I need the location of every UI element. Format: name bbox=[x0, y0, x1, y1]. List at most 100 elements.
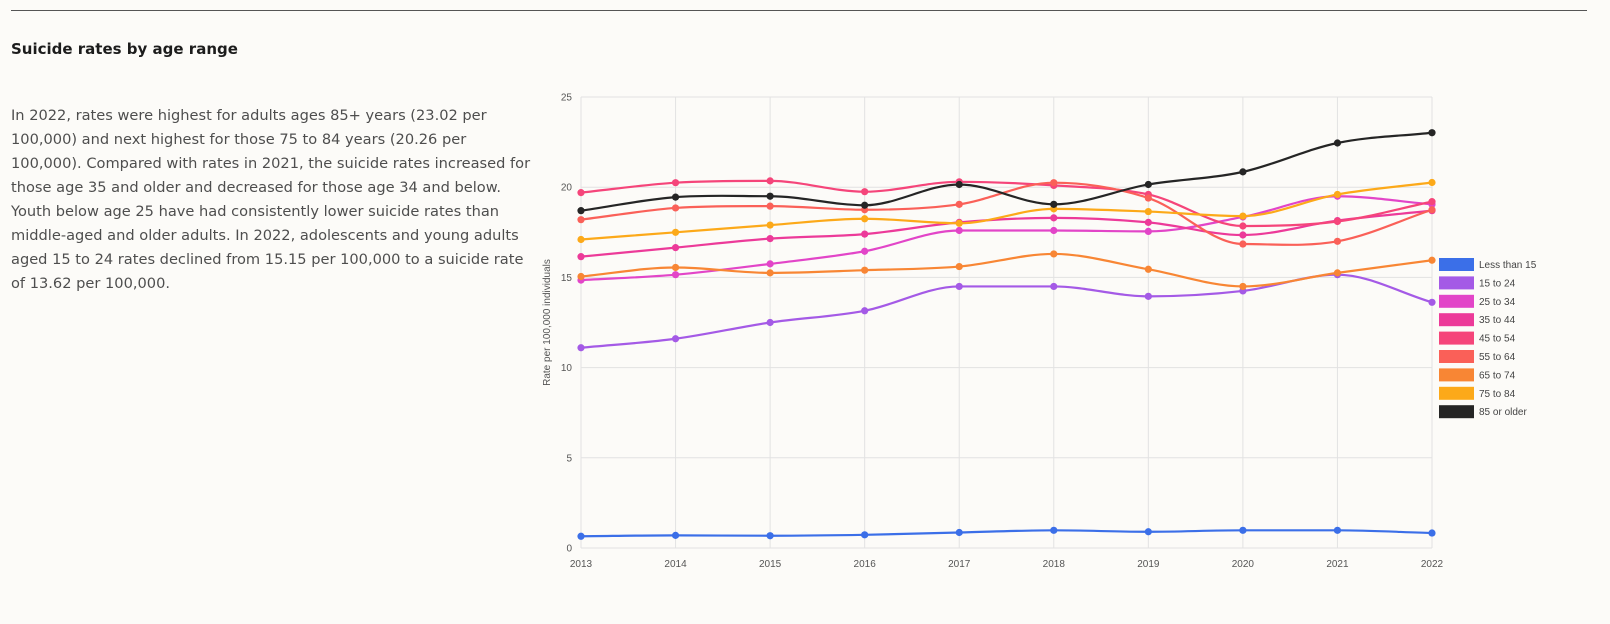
data-point bbox=[1050, 214, 1057, 221]
data-point bbox=[1428, 206, 1435, 213]
legend-item[interactable]: 15 to 24 bbox=[1439, 276, 1516, 289]
data-point bbox=[861, 531, 868, 538]
data-point bbox=[861, 248, 868, 255]
data-point bbox=[1239, 283, 1246, 290]
y-tick-label: 15 bbox=[561, 273, 573, 284]
series-15-to-24 bbox=[577, 271, 1435, 351]
legend-label: 85 or older bbox=[1479, 407, 1527, 418]
data-point bbox=[861, 215, 868, 222]
chart-series bbox=[577, 129, 1435, 540]
series-line bbox=[581, 196, 1432, 280]
summary-paragraph: In 2022, rates were highest for adults a… bbox=[11, 104, 531, 296]
series-55-to-64 bbox=[577, 179, 1435, 248]
data-point bbox=[1334, 238, 1341, 245]
y-axis-title: Rate per 100,000 individuals bbox=[542, 259, 553, 386]
legend-swatch bbox=[1439, 368, 1474, 381]
x-tick-label: 2021 bbox=[1326, 559, 1349, 570]
legend-swatch bbox=[1439, 258, 1474, 271]
legend-label: 65 to 74 bbox=[1479, 370, 1516, 381]
data-point bbox=[1050, 527, 1057, 534]
series-65-to-74 bbox=[577, 250, 1435, 290]
data-point bbox=[1428, 529, 1435, 536]
legend-swatch bbox=[1439, 313, 1474, 326]
series-45-to-54 bbox=[577, 177, 1435, 229]
legend-swatch bbox=[1439, 350, 1474, 363]
legend-item[interactable]: 35 to 44 bbox=[1439, 313, 1516, 326]
x-tick-label: 2020 bbox=[1232, 559, 1255, 570]
chart-axes: Rate per 100,000 individuals 2013 2014 201… bbox=[542, 93, 1444, 571]
data-point bbox=[1050, 283, 1057, 290]
data-point bbox=[1145, 208, 1152, 215]
data-point bbox=[861, 231, 868, 238]
data-point bbox=[767, 177, 774, 184]
data-point bbox=[1145, 181, 1152, 188]
data-point bbox=[1334, 139, 1341, 146]
legend-item[interactable]: 25 to 34 bbox=[1439, 295, 1516, 308]
data-point bbox=[577, 253, 584, 260]
x-tick-label: 2013 bbox=[570, 559, 593, 570]
line-chart: Rate per 100,000 individuals 2013 2014 201… bbox=[540, 80, 1550, 590]
data-point bbox=[861, 202, 868, 209]
data-point bbox=[577, 273, 584, 280]
legend-item[interactable]: 65 to 74 bbox=[1439, 368, 1516, 381]
data-point bbox=[1239, 222, 1246, 229]
series-line bbox=[581, 183, 1432, 245]
data-point bbox=[1428, 179, 1435, 186]
data-point bbox=[767, 235, 774, 242]
data-point bbox=[672, 532, 679, 539]
data-point bbox=[1334, 218, 1341, 225]
x-tick-label: 2016 bbox=[854, 559, 877, 570]
data-point bbox=[1145, 228, 1152, 235]
series-75-to-84 bbox=[577, 179, 1435, 243]
x-tick-label: 2014 bbox=[664, 559, 687, 570]
data-point bbox=[1239, 168, 1246, 175]
data-point bbox=[1334, 269, 1341, 276]
data-point bbox=[767, 203, 774, 210]
data-point bbox=[1428, 198, 1435, 205]
legend-item[interactable]: 45 to 54 bbox=[1439, 332, 1516, 345]
series-line bbox=[581, 133, 1432, 211]
data-point bbox=[861, 267, 868, 274]
data-point bbox=[956, 227, 963, 234]
data-point bbox=[956, 529, 963, 536]
data-point bbox=[577, 344, 584, 351]
data-point bbox=[577, 189, 584, 196]
chart-legend[interactable]: Less than 15 15 to 24 25 to 34 35 to 44 45 t… bbox=[1439, 258, 1537, 418]
data-point bbox=[672, 204, 679, 211]
legend-label: 55 to 64 bbox=[1479, 352, 1516, 363]
chart-grid bbox=[581, 97, 1432, 548]
data-point bbox=[672, 264, 679, 271]
series-line bbox=[581, 530, 1432, 536]
data-point bbox=[577, 236, 584, 243]
data-point bbox=[767, 193, 774, 200]
x-tick-label: 2015 bbox=[759, 559, 782, 570]
data-point bbox=[672, 194, 679, 201]
data-point bbox=[1050, 179, 1057, 186]
legend-label: 45 to 54 bbox=[1479, 334, 1516, 345]
data-point bbox=[767, 532, 774, 539]
y-tick-label: 20 bbox=[561, 183, 573, 194]
legend-item[interactable]: Less than 15 bbox=[1439, 258, 1537, 271]
legend-label: 75 to 84 bbox=[1479, 389, 1516, 400]
data-point bbox=[1145, 528, 1152, 535]
data-point bbox=[956, 263, 963, 270]
data-point bbox=[767, 260, 774, 267]
legend-item[interactable]: 75 to 84 bbox=[1439, 387, 1516, 400]
y-tick-label: 5 bbox=[566, 453, 572, 464]
top-divider bbox=[11, 10, 1587, 11]
y-tick-label: 0 bbox=[566, 544, 572, 555]
legend-item[interactable]: 85 or older bbox=[1439, 405, 1527, 418]
x-tick-label: 2022 bbox=[1421, 559, 1444, 570]
legend-item[interactable]: 55 to 64 bbox=[1439, 350, 1516, 363]
data-point bbox=[956, 181, 963, 188]
data-point bbox=[1334, 527, 1341, 534]
x-tick-label: 2017 bbox=[948, 559, 971, 570]
data-point bbox=[1239, 240, 1246, 247]
data-point bbox=[1050, 250, 1057, 257]
series-less-than-15 bbox=[577, 527, 1435, 540]
data-point bbox=[1239, 212, 1246, 219]
data-point bbox=[1239, 527, 1246, 534]
data-point bbox=[577, 533, 584, 540]
data-point bbox=[956, 201, 963, 208]
series-line bbox=[581, 254, 1432, 286]
